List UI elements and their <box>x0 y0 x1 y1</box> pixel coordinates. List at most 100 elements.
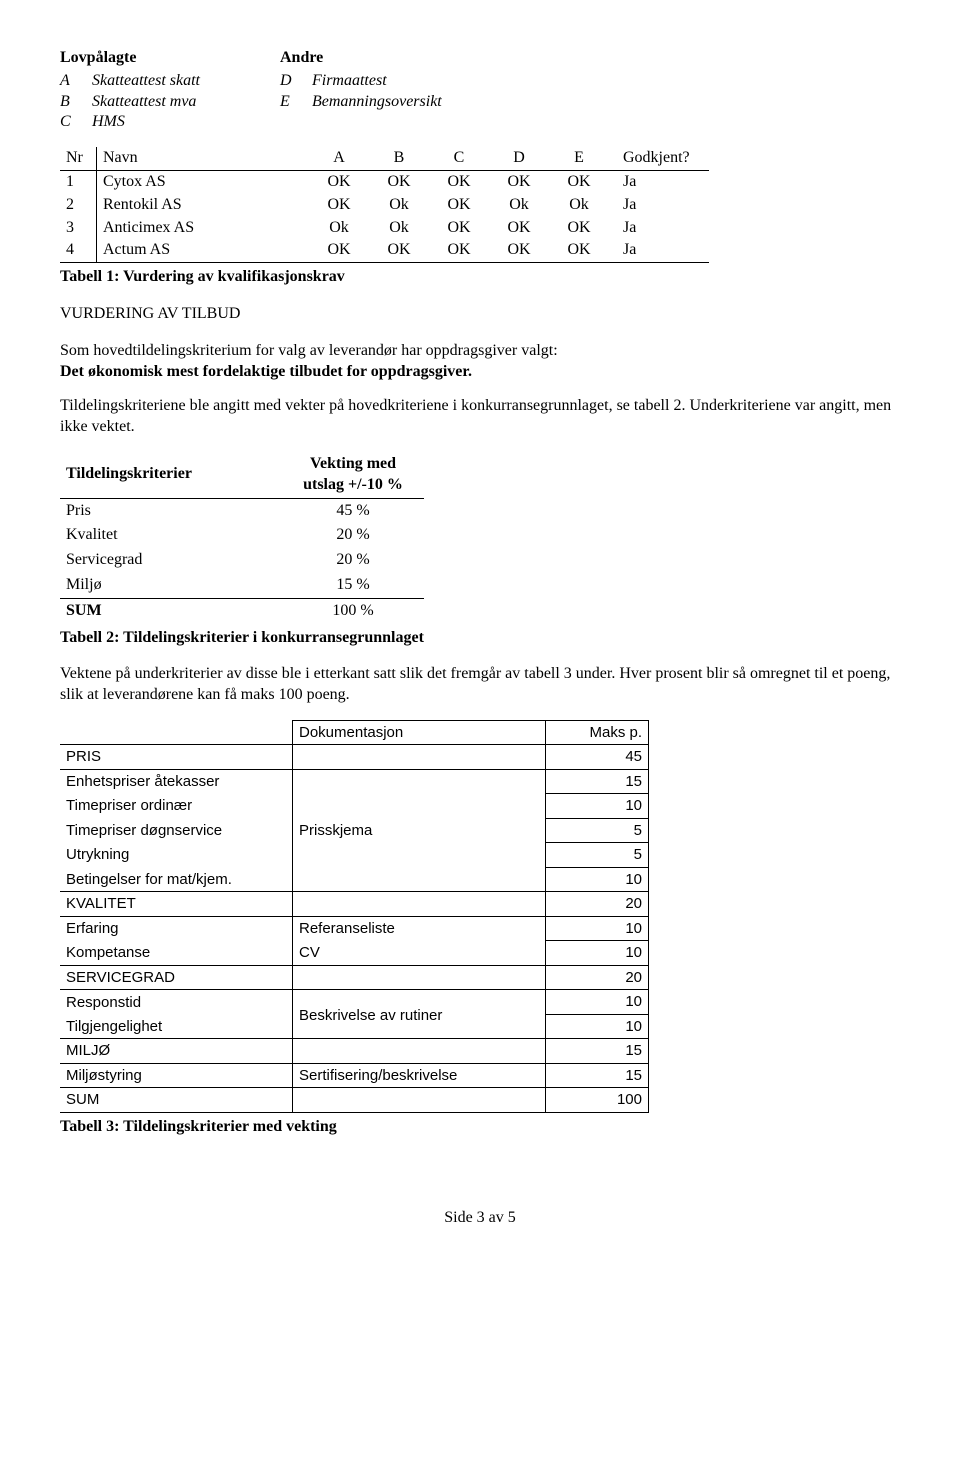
para-vektene: Vektene på underkriterier av disse ble i… <box>60 664 900 706</box>
defs-left: Lovpålagte A Skatteattest skatt B Skatteatt… <box>60 48 200 133</box>
def-row: A Skatteattest skatt <box>60 71 200 92</box>
t1-cell: OK <box>429 194 489 217</box>
t3-name: Betingelser for mat/kjem. <box>60 867 293 892</box>
t1-navn: Cytox AS <box>97 170 310 193</box>
t3-pts: 10 <box>546 941 649 966</box>
t1-navn: Rentokil AS <box>97 194 310 217</box>
t1-cell: Ok <box>549 194 609 217</box>
def-val: Firmaattest <box>312 71 387 92</box>
t1-cell: OK <box>369 170 429 193</box>
t3-name: Responstid <box>60 990 293 1015</box>
t3-pts: 10 <box>546 990 649 1015</box>
t1-cell: OK <box>489 170 549 193</box>
t3-pts: 5 <box>546 818 649 843</box>
table-row: Timepriser døgnservicePrisskjema5 <box>60 818 649 843</box>
def-val: Skatteattest mva <box>92 92 196 113</box>
t2-label: Pris <box>60 498 282 523</box>
def-key: A <box>60 71 78 92</box>
table-row-section: PRIS 45 <box>60 745 649 770</box>
t1-h-col: D <box>489 147 549 170</box>
t3-pts: 20 <box>546 892 649 917</box>
t2-value: 45 % <box>282 498 424 523</box>
t1-cell: OK <box>489 217 549 240</box>
t3-pts: 10 <box>546 794 649 819</box>
def-row: B Skatteattest mva <box>60 92 200 113</box>
t3-pts: 20 <box>546 965 649 990</box>
t3-doc: Sertifisering/beskrivelse <box>293 1063 546 1088</box>
def-val: Bemanningsoversikt <box>312 92 442 113</box>
section-heading: VURDERING AV TILBUD <box>60 304 900 325</box>
t1-cell: OK <box>429 239 489 262</box>
t3-name: PRIS <box>60 745 293 770</box>
t3-doc <box>293 892 546 917</box>
t1-h-nr: Nr <box>60 147 97 170</box>
defs-left-header: Lovpålagte <box>60 48 200 69</box>
t2-sum-value: 100 % <box>282 598 424 623</box>
t3-name: Timepriser døgnservice <box>60 818 293 843</box>
table-vekting: Dokumentasjon Maks p. PRIS45Enhetspriser… <box>60 720 649 1113</box>
t2-sum-label: SUM <box>60 598 282 623</box>
table-tildelingskriterier: Tildelingskriterier Vekting med utslag +… <box>60 452 424 624</box>
table-row: 4Actum ASOKOKOKOKOKJa <box>60 239 709 262</box>
t1-h-col: B <box>369 147 429 170</box>
para-tildelingskriterier: Tildelingskriteriene ble angitt med vekt… <box>60 396 900 438</box>
t1-cell: OK <box>369 239 429 262</box>
t3-name: KVALITET <box>60 892 293 917</box>
t3-name: SERVICEGRAD <box>60 965 293 990</box>
table-row-section: SERVICEGRAD 20 <box>60 965 649 990</box>
t3-pts: 15 <box>546 1063 649 1088</box>
t3-pts: 15 <box>546 1039 649 1064</box>
t3-pts: 15 <box>546 769 649 794</box>
t1-nr: 2 <box>60 194 97 217</box>
def-key: D <box>280 71 298 92</box>
table1-caption: Tabell 1: Vurdering av kvalifikasjonskra… <box>60 267 900 288</box>
t1-nr: 1 <box>60 170 97 193</box>
table-row: ErfaringReferanseliste10 <box>60 916 649 941</box>
def-row: CHMS <box>60 112 200 133</box>
table-row: Pris45 % <box>60 498 424 523</box>
t1-cell: OK <box>549 217 609 240</box>
table-row-section: MILJØ15 <box>60 1039 649 1064</box>
t3-name: Kompetanse <box>60 941 293 966</box>
table-row: 1Cytox ASOKOKOKOKOKJa <box>60 170 709 193</box>
t1-nr: 3 <box>60 217 97 240</box>
t1-godkjent: Ja <box>609 170 709 193</box>
t1-h-col: A <box>309 147 369 170</box>
t3-doc <box>293 745 546 770</box>
def-key: B <box>60 92 78 113</box>
t3-pts: 45 <box>546 745 649 770</box>
t2-label: Servicegrad <box>60 548 282 573</box>
table-row-section: KVALITET 20 <box>60 892 649 917</box>
t2-label: Kvalitet <box>60 523 282 548</box>
t1-cell: Ok <box>369 194 429 217</box>
t3-name: Enhetspriser åtekasser <box>60 769 293 794</box>
t1-h-col: E <box>549 147 609 170</box>
page-footer: Side 3 av 5 <box>60 1208 900 1229</box>
t2-value: 15 % <box>282 573 424 598</box>
t3-doc <box>293 1039 546 1064</box>
def-val: HMS <box>92 112 125 133</box>
t3-doc: Prisskjema <box>293 818 546 843</box>
t1-h-navn: Navn <box>97 147 310 170</box>
t3-doc <box>293 794 546 819</box>
t1-cell: OK <box>489 239 549 262</box>
table-row: Timepriser ordinær10 <box>60 794 649 819</box>
t3-name: Miljøstyring <box>60 1063 293 1088</box>
t3-doc <box>293 769 546 794</box>
t3-name: Erfaring <box>60 916 293 941</box>
t1-cell: OK <box>549 239 609 262</box>
t2-head-right-1: Vekting med <box>310 455 396 472</box>
table-row: Enhetspriser åtekasser 15 <box>60 769 649 794</box>
table-row: TilgjengelighetBeskrivelse av rutiner10 <box>60 1014 649 1039</box>
t1-navn: Actum AS <box>97 239 310 262</box>
def-row: EBemanningsoversikt <box>280 92 442 113</box>
t1-cell: OK <box>309 239 369 262</box>
table-kvalifikasjonskrav: NrNavnABCDEGodkjent? 1Cytox ASOKOKOKOKOK… <box>60 147 709 263</box>
t1-cell: OK <box>309 194 369 217</box>
def-row: D Firmaattest <box>280 71 442 92</box>
def-val: Skatteattest skatt <box>92 71 200 92</box>
defs-right-header: Andre <box>280 48 442 69</box>
table-row: Servicegrad20 % <box>60 548 424 573</box>
t3-head-pts: Maks p. <box>546 720 649 745</box>
t3-doc <box>293 1088 546 1113</box>
